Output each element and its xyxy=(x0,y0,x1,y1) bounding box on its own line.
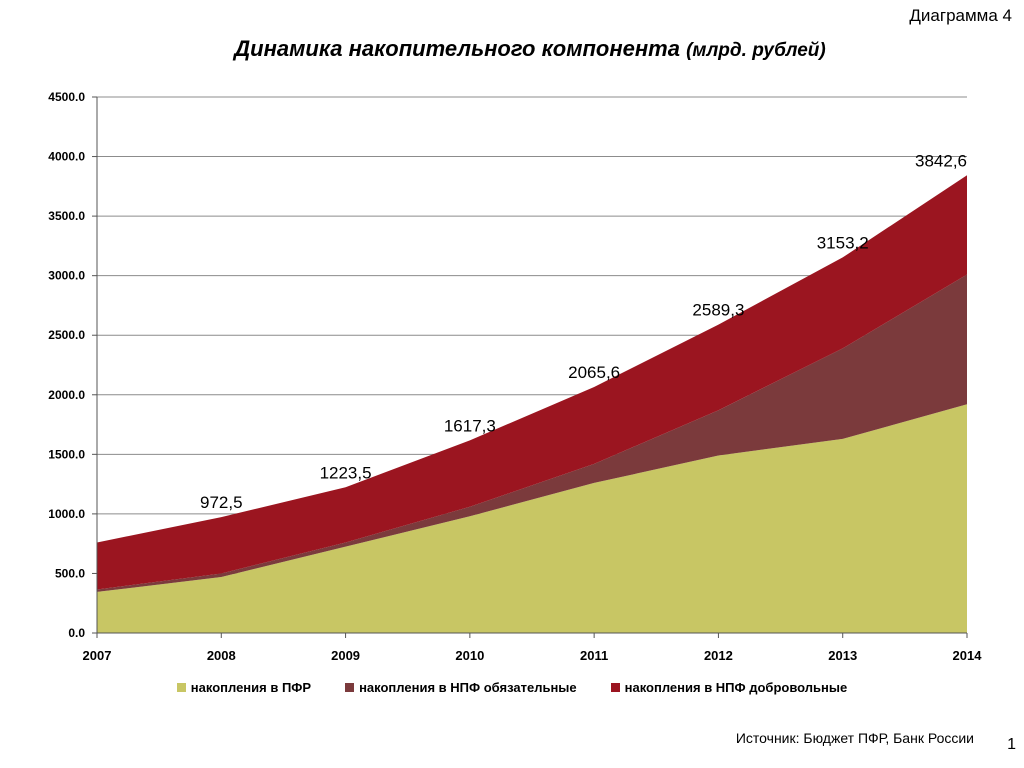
y-tick-label: 500.0 xyxy=(55,566,85,580)
data-label-total: 3842,6 xyxy=(915,151,967,170)
y-tick-label: 4000.0 xyxy=(48,150,85,164)
y-tick-label: 3000.0 xyxy=(48,269,85,283)
data-label-total: 1617,3 xyxy=(444,416,496,435)
chart-legend: накопления в ПФР накопления в НПФ обязат… xyxy=(0,680,1024,695)
x-tick-label: 2014 xyxy=(953,648,983,663)
source-note: Источник: Бюджет ПФР, Банк России xyxy=(735,730,974,746)
x-tick-label: 2013 xyxy=(828,648,857,663)
legend-swatch-npf-mandatory xyxy=(345,683,355,692)
area-series-2 xyxy=(97,175,967,590)
legend-item-npf-voluntary: накопления в НПФ добровольные xyxy=(610,680,848,695)
x-tick-label: 2010 xyxy=(455,648,484,663)
chart-title-main: Динамика накопительного компонента xyxy=(234,36,680,61)
legend-item-npf-mandatory: накопления в НПФ обязательные xyxy=(345,680,577,695)
legend-label-npf-mandatory: накопления в НПФ обязательные xyxy=(359,680,577,695)
y-tick-label: 2500.0 xyxy=(48,328,85,342)
legend-swatch-npf-voluntary xyxy=(610,683,620,692)
y-tick-label: 1500.0 xyxy=(48,447,85,461)
chart-title: Динамика накопительного компонента (млрд… xyxy=(0,36,1024,62)
legend-label-pfr: накопления в ПФР xyxy=(190,680,312,695)
x-tick-label: 2012 xyxy=(704,648,733,663)
data-label-total: 1223,5 xyxy=(320,463,372,482)
chart-title-unit: (млрд. рублей) xyxy=(686,40,826,61)
page-number: 1 xyxy=(1007,736,1016,753)
y-tick-label: 2000.0 xyxy=(48,388,85,402)
data-label-total: 3153,2 xyxy=(817,233,869,252)
diagram-number-label: Диаграмма 4 xyxy=(909,6,1012,25)
data-label-total: 972,5 xyxy=(200,493,243,512)
area-series-1 xyxy=(97,274,967,592)
data-label-total: 2065,6 xyxy=(568,363,620,382)
data-label-total: 2589,3 xyxy=(692,301,744,320)
y-tick-label: 1000.0 xyxy=(48,507,85,521)
x-tick-label: 2011 xyxy=(580,648,608,663)
x-tick-label: 2009 xyxy=(331,648,360,663)
x-tick-label: 2007 xyxy=(83,648,112,663)
area-series-0 xyxy=(97,404,967,633)
legend-label-npf-voluntary: накопления в НПФ добровольные xyxy=(624,680,848,695)
y-tick-label: 0.0 xyxy=(68,626,85,640)
y-tick-label: 4500.0 xyxy=(48,90,85,104)
x-tick-label: 2008 xyxy=(207,648,236,663)
legend-item-pfr: накопления в ПФР xyxy=(176,680,312,695)
legend-swatch-pfr xyxy=(176,683,186,692)
y-tick-label: 3500.0 xyxy=(48,209,85,223)
